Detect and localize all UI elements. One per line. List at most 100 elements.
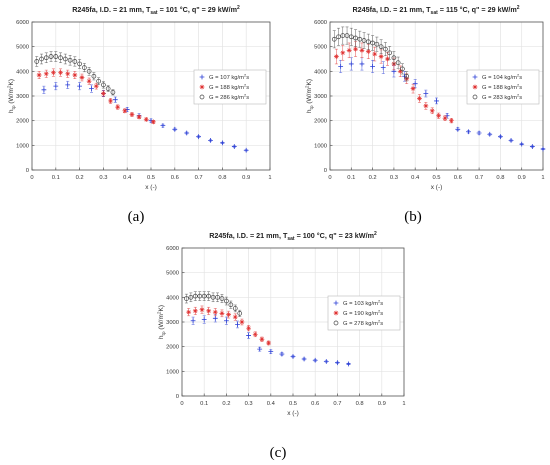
legend-entry-1: G = 188 kg/m2s [209,83,249,92]
y-tick-label: 1000 [16,143,29,149]
legend-entry-sup: 2 [378,319,381,324]
data-point-plus [476,130,482,136]
y-axis-label: htp (W/m2K) [6,79,16,113]
legend-entry-sup: 2 [378,299,381,304]
data-point-plus [199,74,205,80]
error-bar [40,53,44,65]
legend-entry-main: G = 103 kg/m [343,301,378,307]
legend-entry-rest: s [519,95,522,101]
y-tick-label: 1000 [314,143,327,149]
error-bar [87,67,91,76]
data-point-plus [335,360,340,366]
data-point-star [239,319,245,325]
error-bar [358,30,362,48]
data-point-star [259,336,265,342]
data-point-plus [323,359,329,364]
x-tick-label: 0.1 [200,401,208,407]
x-tick-label: 0.5 [432,175,440,181]
data-point-star [101,91,106,96]
y-tick-label: 4000 [314,69,327,75]
data-point-star [51,70,56,75]
data-point-star [122,108,128,114]
data-point-plus [196,134,201,140]
x-tick-label: 0.8 [496,175,504,181]
caption-b: (b) [404,209,422,225]
y-axis-label-end: K) [306,79,313,86]
data-point-circle [348,34,354,40]
data-point-star [340,50,346,56]
legend-entry-sup: 2 [378,309,381,314]
legend-entry-sup: 2 [244,73,247,78]
data-point-star [143,117,149,122]
legend-entry-sup: 2 [244,83,247,88]
legend-entry-main: G = 188 kg/m [209,85,244,91]
data-point-circle [34,59,40,64]
chart-title-sup: 2 [374,231,377,237]
x-tick-label: 0.4 [267,401,276,407]
legend-box [193,69,267,105]
data-point-star [206,308,212,314]
error-bar [35,56,39,67]
legend-entry-main: G = 188 kg/m [482,85,517,91]
data-point-circle [199,94,205,100]
x-tick-label: 1 [402,401,405,407]
data-point-plus [160,123,166,128]
chart-title-main: R245fa, I.D. = 21 mm, T [72,5,151,14]
y-axis-label-end: K) [158,305,165,312]
data-point-circle [391,55,397,61]
error-bar [59,52,63,63]
data-point-plus [290,354,296,359]
x-tick-label: 0.8 [356,401,364,407]
data-point-circle [353,35,358,41]
data-point-circle [201,293,207,299]
data-point-star [43,71,49,77]
error-bar [379,39,383,54]
legend-entry-1: G = 188 kg/m2s [482,83,522,92]
legend-entry-main: G = 283 kg/m [482,95,517,101]
x-tick-label: 0.6 [171,175,179,181]
y-tick-label: 0 [324,168,327,174]
data-point-circle [219,296,225,301]
data-point-star [65,71,71,77]
x-tick-label: 0.2 [369,175,377,181]
chart-title: R245fa, I.D. = 21 mm, Tsat = 100 °C, q" … [209,231,377,242]
data-point-star [36,72,42,78]
x-tick-label: 0 [30,175,33,181]
y-tick-label: 0 [176,394,179,400]
legend-entry-main: G = 286 kg/m [209,95,244,101]
chart-title-main: R245fa, I.D. = 21 mm, T [352,5,431,14]
x-tick-label: 0.1 [347,175,355,181]
data-point-plus [224,318,229,324]
y-axis-label: htp (W/m2K) [304,79,314,113]
error-bar [73,56,77,67]
y-axis-label-main: h [306,109,313,113]
error-bar [44,52,48,63]
chart-title-rest: = 115 °C, q" = 29 kW/m [438,5,517,14]
error-bar [371,35,375,51]
y-tick-label: 5000 [166,271,179,277]
error-bar [220,294,224,304]
x-tick-label: 0.9 [518,175,526,181]
x-tick-label: 0.3 [99,175,107,181]
legend-entry-main: G = 190 kg/m [343,311,378,317]
series-2 [331,26,410,82]
data-point-circle [404,73,410,79]
y-axis-label-rest: (W/m [158,314,165,331]
chart-title-sup: 2 [517,5,520,11]
error-bar [375,36,379,52]
chart-title-sub: sat [431,10,439,16]
data-point-star [58,70,63,75]
legend-entry-rest: s [519,85,522,91]
series-0 [338,57,546,152]
data-point-circle [77,61,82,67]
data-point-plus [333,300,339,306]
data-point-plus [412,81,418,87]
x-tick-label: 1 [541,175,544,181]
error-bar [332,30,336,49]
chart-panel-c: 0 0.1 0.2 0.3 0.4 0.5 0.6 0.7 0.8 0.9 1 0 1000 2000 30… [156,231,405,417]
x-axis-label: x (-) [431,184,443,191]
data-point-plus [346,361,351,367]
data-point-plus [172,126,178,132]
data-point-plus [301,356,307,362]
data-point-star [108,98,113,104]
